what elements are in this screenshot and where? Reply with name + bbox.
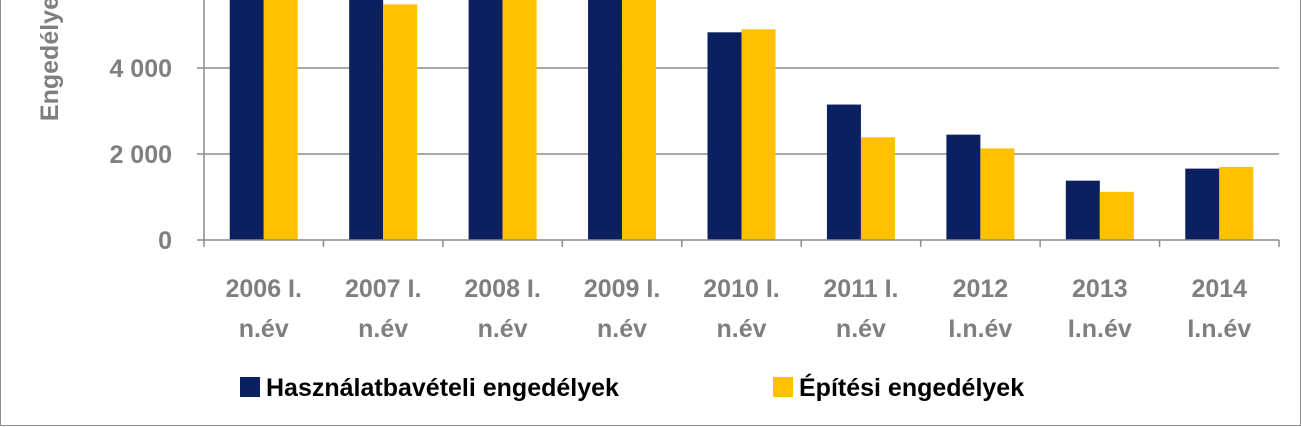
bar-epitesi-2 (502, 0, 537, 240)
legend-swatch (240, 377, 260, 397)
bar-hasznalatbaveteli-7 (1065, 180, 1100, 240)
x-tick-label: n.év (478, 315, 528, 343)
y-axis-title: Engedélye (36, 0, 64, 121)
bar-hasznalatbaveteli-1 (349, 0, 384, 240)
x-tick-label: I.n.év (1068, 315, 1132, 343)
bar-hasznalatbaveteli-6 (946, 134, 981, 240)
x-tick-label: 2012 (953, 275, 1009, 303)
x-tick-label: I.n.év (948, 315, 1012, 343)
x-tick-label: 2010 I. (703, 275, 779, 303)
y-tick-label: 4 000 (109, 55, 172, 83)
x-tick-label: 2007 I. (345, 275, 421, 303)
x-tick-label: n.év (239, 315, 289, 343)
bar-epitesi-3 (622, 0, 657, 240)
legend: Használatbavételi engedélyek Építési enge… (240, 373, 1024, 402)
x-tick-label: 2006 I. (225, 275, 301, 303)
bar-epitesi-5 (860, 137, 895, 240)
bar-epitesi-7 (1099, 191, 1134, 240)
x-tick-label: 2009 I. (584, 275, 660, 303)
bars (229, 0, 1254, 241)
bar-epitesi-0 (263, 0, 298, 240)
x-tick-label: 2014 (1191, 275, 1247, 303)
bar-epitesi-6 (980, 148, 1015, 240)
y-tick-label: 0 (158, 227, 172, 255)
y-tick-label: 2 000 (109, 141, 172, 169)
axes (197, 0, 1280, 247)
x-tick-label: 2008 I. (464, 275, 540, 303)
bar-hasznalatbaveteli-3 (588, 0, 623, 240)
x-tick-label: n.év (358, 315, 408, 343)
bar-hasznalatbaveteli-0 (229, 0, 264, 240)
x-tick-label: n.év (836, 315, 886, 343)
bar-epitesi-4 (741, 29, 776, 240)
bar-epitesi-8 (1219, 166, 1254, 240)
x-tick-label: I.n.év (1187, 315, 1251, 343)
bar-epitesi-1 (383, 4, 418, 240)
bar-hasznalatbaveteli-8 (1185, 168, 1220, 240)
bar-hasznalatbaveteli-2 (468, 0, 503, 240)
x-tick-label: n.év (716, 315, 766, 343)
x-tick-labels: 2006 I. n.év 2007 I. n.év 2008 I. n.év 2009 I.… (225, 275, 1251, 343)
legend-label: Használatbavételi engedélyek (266, 374, 619, 402)
legend-label: Építési engedélyek (799, 373, 1024, 402)
x-tick-label: n.év (597, 315, 647, 343)
y-tick-labels: 0 2 000 4 000 (109, 55, 172, 255)
x-tick-label: 2013 (1072, 275, 1128, 303)
x-tick-label: 2011 I. (823, 275, 898, 303)
bar-hasznalatbaveteli-4 (707, 32, 742, 241)
bar-hasznalatbaveteli-5 (826, 104, 861, 240)
legend-swatch (773, 377, 793, 397)
